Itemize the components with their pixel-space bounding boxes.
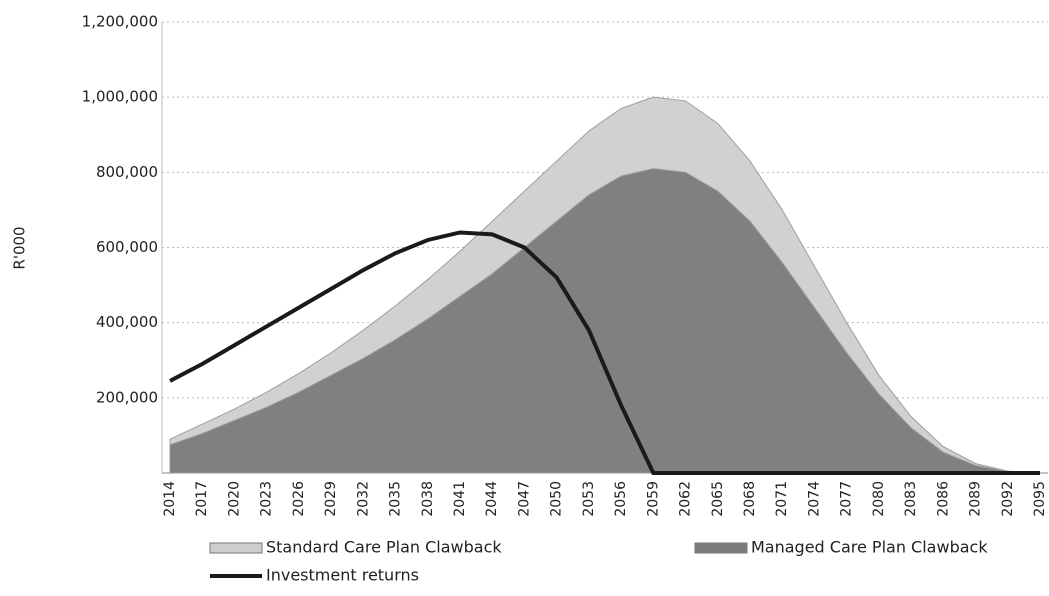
x-tick-label: 2044 bbox=[484, 481, 500, 517]
x-tick-label: 2023 bbox=[259, 481, 275, 517]
x-tick-label: 2092 bbox=[1000, 481, 1016, 517]
y-tick-label: 200,000 bbox=[96, 388, 158, 406]
x-tick-label: 2080 bbox=[871, 481, 887, 517]
x-tick-label: 2068 bbox=[742, 481, 758, 517]
legend-label: Investment returns bbox=[266, 566, 419, 585]
x-tick-label: 2095 bbox=[1032, 481, 1048, 517]
x-tick-label: 2047 bbox=[516, 481, 532, 517]
x-tick-label: 2062 bbox=[678, 481, 694, 517]
x-tick-label: 2056 bbox=[613, 481, 629, 517]
x-tick-label: 2059 bbox=[645, 481, 661, 517]
x-tick-label: 2014 bbox=[162, 481, 178, 517]
y-axis-label: R'000 bbox=[11, 226, 29, 269]
x-tick-label: 2083 bbox=[903, 481, 919, 517]
x-tick-label: 2086 bbox=[935, 481, 951, 517]
x-tick-label: 2074 bbox=[806, 481, 822, 517]
y-tick-label: 600,000 bbox=[96, 238, 158, 256]
y-tick-label: 400,000 bbox=[96, 313, 158, 331]
legend-label: Managed Care Plan Clawback bbox=[751, 538, 988, 557]
legend-label: Standard Care Plan Clawback bbox=[266, 538, 502, 557]
x-tick-label: 2026 bbox=[291, 481, 307, 517]
x-tick-label: 2035 bbox=[388, 481, 404, 517]
x-tick-label: 2053 bbox=[581, 481, 597, 517]
x-tick-label: 2050 bbox=[549, 481, 565, 517]
x-tick-label: 2020 bbox=[226, 481, 242, 517]
x-tick-label: 2017 bbox=[194, 481, 210, 517]
x-tick-label: 2032 bbox=[355, 481, 371, 517]
x-tick-label: 2038 bbox=[420, 481, 436, 517]
x-tick-label: 2071 bbox=[774, 481, 790, 517]
legend-swatch bbox=[694, 542, 748, 554]
x-tick-label: 2065 bbox=[710, 481, 726, 517]
x-tick-label: 2077 bbox=[839, 481, 855, 517]
line bbox=[169, 230, 1040, 475]
y-tick-label: 1,000,000 bbox=[82, 88, 158, 106]
x-tick-label: 2089 bbox=[968, 481, 984, 517]
x-tick-label: 2029 bbox=[323, 481, 339, 517]
legend-swatch bbox=[209, 542, 263, 554]
area bbox=[169, 168, 1041, 474]
x-tick-label: 2041 bbox=[452, 481, 468, 517]
y-tick-label: 800,000 bbox=[96, 163, 158, 181]
y-tick-label: 1,200,000 bbox=[82, 13, 158, 31]
